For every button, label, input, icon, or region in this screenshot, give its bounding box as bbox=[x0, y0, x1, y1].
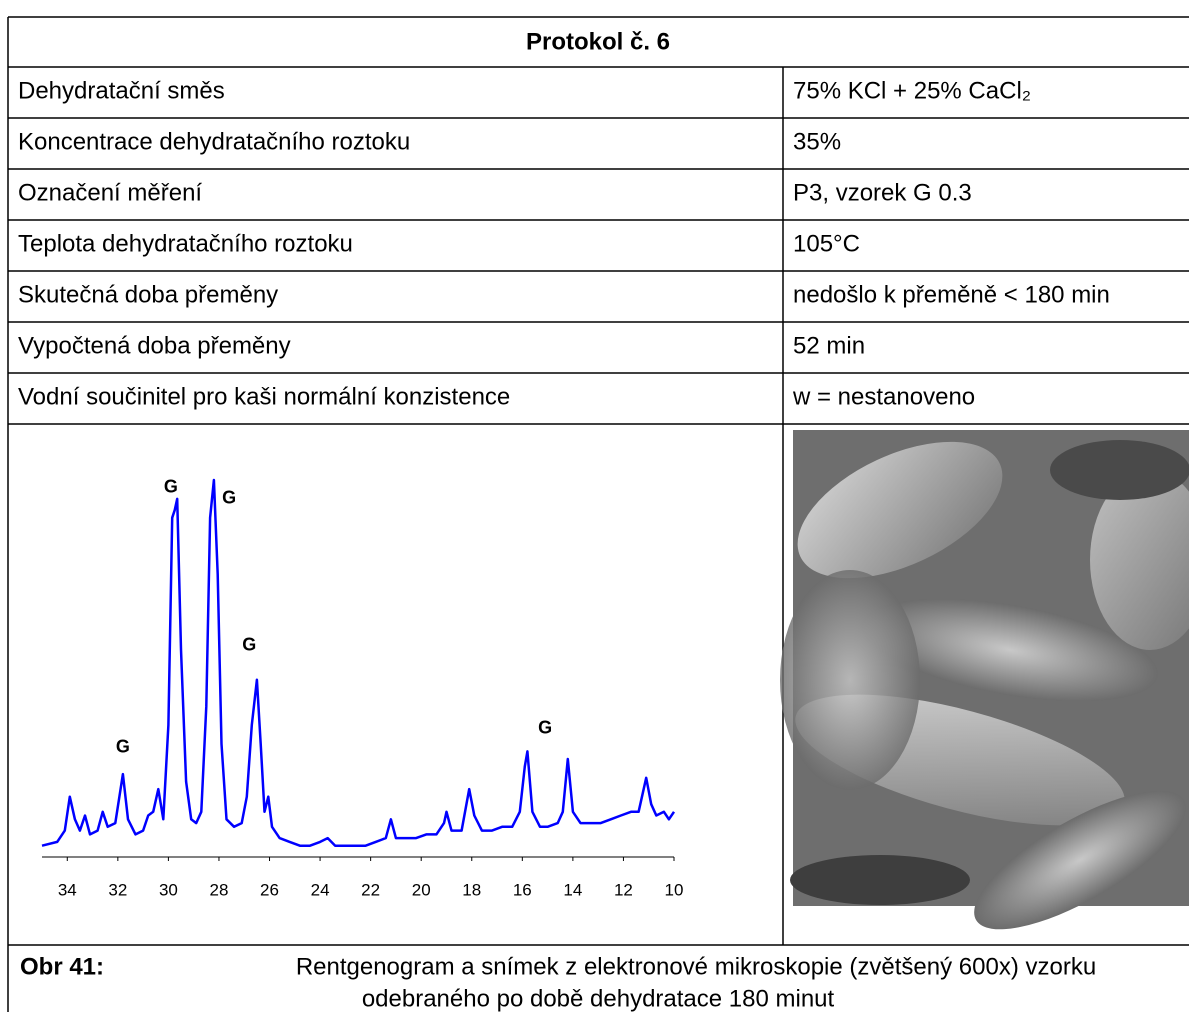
x-tick-label: 24 bbox=[311, 880, 330, 899]
peak-label: G bbox=[538, 718, 552, 738]
caption-line: odebraného po době dehydratace 180 minut bbox=[362, 985, 835, 1012]
x-tick-label: 22 bbox=[361, 880, 380, 899]
row-value: 105°C bbox=[793, 230, 860, 257]
x-tick-label: 28 bbox=[209, 880, 228, 899]
row-value: 75% KCl + 25% CaCl₂ bbox=[793, 77, 1031, 104]
peak-label: G bbox=[164, 476, 178, 496]
x-tick-label: 20 bbox=[412, 880, 431, 899]
table-rows: Dehydratační směs 75% KCl + 25% CaCl₂ Konc… bbox=[18, 77, 1110, 410]
row-value: w = nestanoveno bbox=[792, 383, 975, 410]
row-label: Dehydratační směs bbox=[18, 77, 225, 104]
x-tick-label: 14 bbox=[563, 880, 582, 899]
sem-image bbox=[780, 430, 1189, 930]
row-value: 35% bbox=[793, 128, 841, 155]
row-label: Vodní součinitel pro kaši normální konzi… bbox=[18, 383, 510, 410]
xrd-chart: 34 32 30 28 26 24 22 20 18 16 14 12 10 G G G G G bbox=[41, 476, 684, 899]
peak-label: G bbox=[222, 488, 236, 508]
row-value: P3, vzorek G 0.3 bbox=[793, 179, 972, 206]
x-tick-label: 32 bbox=[108, 880, 127, 899]
table-title: Protokol č. 6 bbox=[526, 28, 670, 55]
row-value: nedošlo k přeměně < 180 min bbox=[793, 281, 1110, 308]
peak-label: G bbox=[116, 736, 130, 756]
row-label: Označení měření bbox=[18, 179, 202, 206]
peak-label: G bbox=[242, 635, 256, 655]
xrd-line bbox=[41, 478, 676, 847]
caption-line: Rentgenogram a snímek z elektronové mikr… bbox=[296, 953, 1096, 980]
x-tick-label: 18 bbox=[462, 880, 481, 899]
x-tick-label: 34 bbox=[58, 880, 77, 899]
row-label: Vypočtená doba přeměny bbox=[18, 332, 291, 359]
row-label: Koncentrace dehydratačního roztoku bbox=[18, 128, 410, 155]
row-label: Skutečná doba přeměny bbox=[18, 281, 278, 308]
caption-label: Obr 41: bbox=[20, 953, 104, 980]
table-borders bbox=[7, 16, 1189, 1012]
row-label: Teplota dehydratačního roztoku bbox=[18, 230, 353, 257]
x-tick-label: 30 bbox=[159, 880, 178, 899]
x-tick-label: 10 bbox=[665, 880, 684, 899]
x-tick-label: 16 bbox=[513, 880, 532, 899]
x-tick-label: 12 bbox=[614, 880, 633, 899]
x-tick-label: 26 bbox=[260, 880, 279, 899]
row-value: 52 min bbox=[793, 332, 865, 359]
